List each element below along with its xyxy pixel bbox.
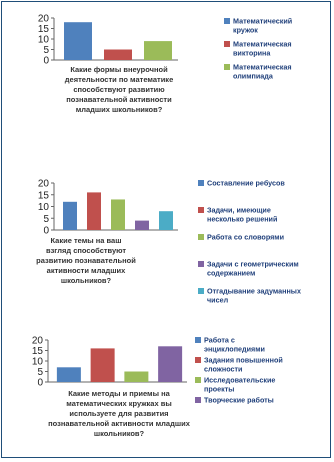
chart1-title-line: деятельности по математике (65, 75, 173, 84)
chart2-bar (63, 201, 77, 230)
chart2-legend-line: Отгадывание задуманных (207, 287, 301, 296)
chart1-bar (104, 49, 132, 60)
chart3-title-line: Какие методы и приемы на (68, 389, 170, 398)
chart3-title: Какие методы и приемы на математических к… (48, 389, 191, 438)
chart2-bar (87, 192, 101, 230)
chart1-bar (64, 22, 92, 60)
chart1-bar (144, 41, 172, 60)
chart3-bar (158, 346, 183, 382)
chart2-legend-swatch (198, 288, 204, 294)
chart3-legend-label: Исследовательские проекты (204, 376, 275, 394)
chart3-y-tick-label: 5 (37, 367, 43, 378)
chart3-title-line: математических кружках вы (66, 399, 172, 408)
chart1-legend-line: викторина (233, 49, 271, 58)
page: 0 5 10 15 20 Какие формы внеурочной деятельнос… (1, 1, 331, 458)
chart3-legend-line: Творческие работы (204, 396, 274, 405)
chart1-legend-line: кружок (233, 26, 258, 35)
chart3-legend-line: Задания повышенной (204, 356, 283, 365)
chart3-legend-line: сложности (204, 365, 242, 374)
chart3-title-line: используете для развития (69, 409, 168, 418)
chart2-title: Какие темы на ваш взгляд способствуют разв… (36, 236, 136, 285)
chart3-y-tick-label: 15 (32, 346, 44, 357)
chart1-title-line: познавательной активности (66, 95, 172, 104)
chart2-bar (111, 199, 125, 230)
chart2-y-tick-label: 5 (43, 214, 49, 225)
chart2-legend-label: Составление ребусов (207, 179, 285, 188)
chart3-bar (90, 348, 115, 382)
chart3-legend-line: энциклопедиями (204, 345, 265, 354)
chart1-y-tick-label: 5 (43, 45, 49, 56)
chart1-legend-line: Математическая (233, 63, 292, 72)
chart3-legend-swatch (195, 397, 201, 403)
chart2-legend-label: Задачи с геометрическим содержанием (207, 260, 299, 278)
chart2-legend-swatch (198, 180, 204, 186)
chart2-title-line: Какие темы на ваш (51, 236, 122, 245)
chart2-title-line: развитию познавательной (36, 256, 136, 265)
chart3-legend-swatch (195, 337, 201, 343)
chart2-legend-label: Отгадывание задуманных чисел (207, 287, 301, 305)
chart2-title-line: взгляд способствуют (46, 246, 126, 255)
chart1-legend-swatch (224, 18, 230, 24)
chart1-legend-label: Математический кружок (233, 17, 292, 35)
chart1-legend-line: олимпиада (233, 72, 274, 81)
chart1-y-tick-label: 15 (38, 24, 50, 35)
chart2-legend-line: Составление ребусов (207, 179, 285, 188)
chart1-title-line: способствуют развитию (73, 85, 165, 94)
chart2-y-tick-label: 0 (43, 226, 49, 237)
chart2-bar (159, 211, 173, 230)
chart3-y-tick-label: 0 (37, 378, 43, 389)
chart2-title-line: школьников? (61, 276, 112, 285)
chart1-legend-label: Математическая олимпиада (233, 63, 292, 81)
chart2-legend-line: Задачи с геометрическим (207, 260, 299, 269)
chart2-legend-swatch (198, 234, 204, 240)
chart2-legend-line: Задачи, имеющие (207, 206, 271, 215)
chart3-legend-line: Работа с (204, 336, 235, 345)
chart2-legend-swatch (198, 261, 204, 267)
chart2-y-tick-label: 20 (38, 179, 50, 190)
chart2-legend-swatch (198, 207, 204, 213)
chart2-bar (135, 220, 149, 230)
chart2-legend-line: несколько решений (207, 215, 277, 224)
chart2-legend-label: Работа со словорями (207, 233, 284, 242)
chart3-legend-label: Творческие работы (204, 396, 274, 405)
chart3-legend-line: проекты (204, 385, 234, 394)
chart2-legend-line: содержанием (207, 269, 255, 278)
chart1-y-tick-label: 20 (38, 14, 50, 25)
chart2-y-tick-label: 10 (38, 202, 50, 213)
chart1-legend-line: Математическая (233, 40, 292, 49)
chart1-y-tick-label: 0 (43, 56, 49, 67)
chart1-legend-line: Математический (233, 17, 292, 26)
chart1-y-tick-label: 10 (38, 35, 50, 46)
chart1-title-line: младших школьников? (76, 105, 163, 114)
chart3-title-line: познавательной активности младших (48, 419, 191, 428)
chart2-title-line: активности младших (47, 266, 126, 275)
chart3-y-tick-label: 10 (32, 357, 44, 368)
chart2-legend-label: Задачи, имеющие несколько решений (207, 206, 277, 224)
chart3-legend-swatch (195, 377, 201, 383)
chart3-legend-swatch (195, 357, 201, 363)
chart1-legend-swatch (224, 64, 230, 70)
chart3-legend-line: Исследовательские (204, 376, 275, 385)
chart3-legend-label: Задания повышенной сложности (204, 356, 283, 374)
chart1-legend-label: Математическая викторина (233, 40, 292, 58)
chart3-legend-label: Работа с энциклопедиями (204, 336, 265, 354)
chart3-title-line: школьников? (94, 429, 145, 438)
chart2-y-tick-label: 15 (38, 190, 50, 201)
chart3-bar (124, 371, 149, 382)
chart1-title-line: Какие формы внеурочной (70, 65, 168, 74)
chart1-title: Какие формы внеурочной деятельности по ма… (65, 65, 173, 114)
chart2-legend-line: Работа со словорями (207, 233, 284, 242)
chart2-legend-line: чисел (207, 296, 229, 305)
chart3-y-tick-label: 20 (32, 336, 44, 347)
chart1-legend-swatch (224, 41, 230, 47)
chart3-bar (56, 367, 81, 382)
